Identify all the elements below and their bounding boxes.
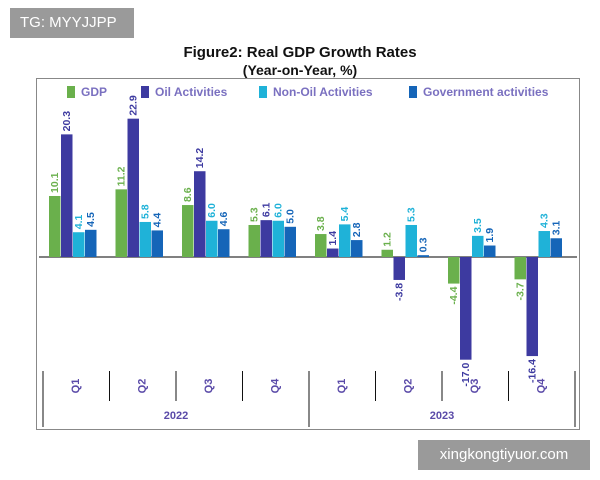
- value-label-s4-c4: 5.0: [284, 209, 296, 224]
- category-label-1: Q1: [70, 379, 82, 394]
- bar-s1-c2: [115, 189, 127, 257]
- bar-s3-c3: [206, 220, 218, 257]
- bar-s3-c8: [538, 231, 550, 257]
- category-label-2: Q2: [137, 379, 149, 394]
- legend-label-4: Government activities: [423, 85, 549, 99]
- value-label-s1-c4: 5.3: [248, 207, 260, 222]
- value-label-s2-c2: 22.9: [127, 95, 139, 116]
- bar-s4-c5: [351, 240, 363, 257]
- value-label-s1-c1: 10.1: [49, 172, 61, 193]
- chart-frame: GDP Oil Activities Non-Oil Activities Gover…: [36, 78, 580, 430]
- value-label-s3-c7: 3.5: [472, 218, 484, 233]
- gdp-growth-chart: GDP Oil Activities Non-Oil Activities Gover…: [39, 85, 577, 427]
- legend-label-1: GDP: [81, 85, 107, 99]
- value-label-s3-c6: 5.3: [405, 207, 417, 222]
- legend-swatch-3: [259, 86, 267, 98]
- bar-s1-c7: [448, 257, 460, 284]
- value-label-s1-c7: -4.4: [448, 286, 460, 304]
- bar-s3-c4: [272, 220, 284, 257]
- value-label-s2-c4: 6.1: [260, 202, 272, 217]
- value-label-s4-c5: 2.8: [351, 222, 363, 237]
- year-label-2: 2023: [430, 410, 454, 422]
- value-label-s1-c3: 8.6: [182, 187, 194, 202]
- bar-s4-c3: [218, 229, 230, 257]
- bar-s4-c7: [484, 245, 496, 257]
- legend-label-3: Non-Oil Activities: [273, 85, 373, 99]
- bar-s4-c6: [417, 255, 429, 257]
- category-label-3: Q3: [203, 379, 215, 394]
- value-label-s1-c2: 11.2: [115, 166, 127, 186]
- bar-s1-c3: [182, 205, 194, 257]
- value-label-s2-c7: -17.0: [460, 363, 472, 387]
- bar-s4-c8: [550, 238, 562, 257]
- legend-swatch-4: [409, 86, 417, 98]
- legend-swatch-1: [67, 86, 75, 98]
- value-label-s4-c8: 3.1: [550, 221, 562, 236]
- source-tag: TG: MYYJJPP: [10, 8, 134, 38]
- bar-s2-c2: [127, 118, 139, 257]
- bar-s1-c6: [381, 249, 393, 257]
- chart-subtitle: (Year-on-Year, %): [242, 62, 358, 78]
- bar-s2-c8: [526, 257, 538, 357]
- value-label-s2-c1: 20.3: [61, 111, 73, 132]
- category-label-5: Q1: [336, 379, 348, 394]
- value-label-s2-c3: 14.2: [194, 148, 206, 169]
- value-label-s4-c7: 1.9: [484, 228, 496, 243]
- value-label-s4-c2: 4.4: [151, 213, 163, 228]
- bar-s3-c1: [73, 232, 85, 257]
- bar-s2-c4: [260, 220, 272, 257]
- bar-s4-c4: [284, 226, 296, 257]
- bar-s4-c2: [151, 230, 163, 257]
- watermark: xingkongtiyuor.com: [418, 440, 590, 470]
- value-label-s3-c4: 6.0: [272, 203, 284, 218]
- value-label-s2-c8: -16.4: [526, 359, 538, 383]
- bar-s2-c7: [460, 257, 472, 360]
- bar-s3-c2: [139, 221, 151, 257]
- bar-s3-c6: [405, 224, 417, 257]
- value-label-s4-c3: 4.6: [218, 211, 230, 226]
- value-label-s1-c5: 3.8: [315, 216, 327, 231]
- value-label-s3-c3: 6.0: [206, 203, 218, 218]
- bar-s1-c8: [514, 257, 526, 280]
- value-label-s3-c8: 4.3: [538, 213, 550, 228]
- bar-s2-c5: [327, 248, 339, 257]
- value-label-s4-c6: 0.3: [417, 237, 429, 252]
- bar-s1-c4: [248, 224, 260, 257]
- value-label-s2-c5: 1.4: [327, 231, 339, 246]
- bar-s1-c5: [315, 234, 327, 257]
- bar-s2-c1: [61, 134, 73, 257]
- bar-s4-c1: [85, 229, 97, 257]
- bar-s3-c5: [339, 224, 351, 257]
- legend-swatch-2: [141, 86, 149, 98]
- category-label-4: Q4: [270, 378, 282, 394]
- value-label-s3-c5: 5.4: [339, 207, 351, 222]
- year-label-1: 2022: [164, 410, 188, 422]
- bar-s1-c1: [49, 195, 61, 257]
- bar-s2-c3: [194, 171, 206, 257]
- category-label-8: Q4: [536, 378, 548, 394]
- value-label-s2-c6: -3.8: [393, 283, 405, 301]
- category-label-6: Q2: [403, 379, 415, 394]
- value-label-s1-c6: 1.2: [381, 232, 393, 247]
- category-label-7: Q3: [469, 379, 481, 394]
- value-label-s3-c2: 5.8: [139, 204, 151, 219]
- bar-s2-c6: [393, 257, 405, 280]
- legend-label-2: Oil Activities: [155, 85, 228, 99]
- value-label-s1-c8: -3.7: [514, 282, 526, 300]
- chart-title: Figure2: Real GDP Growth Rates: [183, 44, 417, 61]
- bar-s3-c7: [472, 235, 484, 257]
- value-label-s3-c1: 4.1: [73, 214, 85, 229]
- value-label-s4-c1: 4.5: [85, 212, 97, 227]
